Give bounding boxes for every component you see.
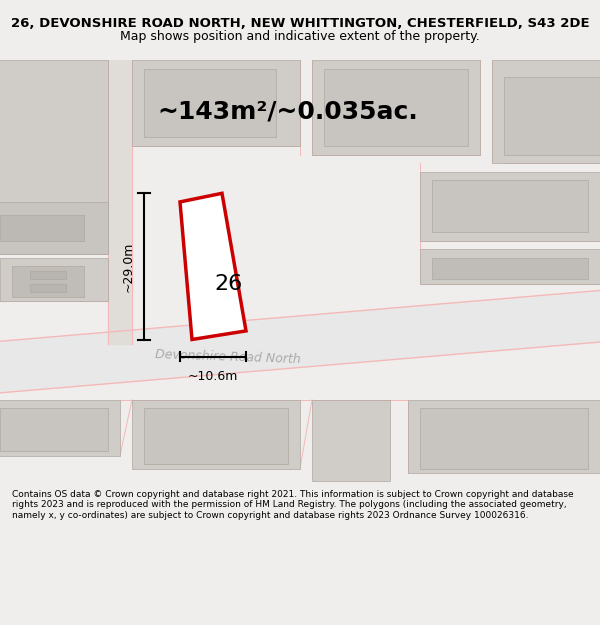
Polygon shape [0,60,108,254]
Polygon shape [132,60,300,146]
Text: ~10.6m: ~10.6m [188,369,238,382]
Polygon shape [0,408,108,451]
Polygon shape [432,181,588,232]
Polygon shape [12,266,84,296]
Polygon shape [0,202,108,254]
Polygon shape [30,284,66,292]
Polygon shape [312,60,480,154]
Text: ~29.0m: ~29.0m [122,241,135,292]
Text: 26: 26 [214,274,242,294]
Polygon shape [0,215,84,241]
Text: 26, DEVONSHIRE ROAD NORTH, NEW WHITTINGTON, CHESTERFIELD, S43 2DE: 26, DEVONSHIRE ROAD NORTH, NEW WHITTINGT… [11,17,589,30]
Text: ~143m²/~0.035ac.: ~143m²/~0.035ac. [158,99,418,124]
Polygon shape [144,408,288,464]
Polygon shape [324,69,468,146]
Polygon shape [432,258,588,279]
Polygon shape [30,271,66,279]
Polygon shape [312,400,390,481]
Polygon shape [0,400,120,456]
Text: Contains OS data © Crown copyright and database right 2021. This information is : Contains OS data © Crown copyright and d… [12,490,574,520]
Polygon shape [144,69,276,138]
Polygon shape [132,400,300,469]
Text: Devonshire Road North: Devonshire Road North [155,348,301,366]
Polygon shape [180,193,246,339]
Polygon shape [420,172,600,241]
Polygon shape [0,258,108,301]
Polygon shape [492,60,600,163]
Polygon shape [420,408,588,469]
Polygon shape [504,78,600,154]
Polygon shape [408,400,600,472]
Polygon shape [0,288,600,396]
Polygon shape [420,249,600,284]
Text: Map shows position and indicative extent of the property.: Map shows position and indicative extent… [120,30,480,43]
